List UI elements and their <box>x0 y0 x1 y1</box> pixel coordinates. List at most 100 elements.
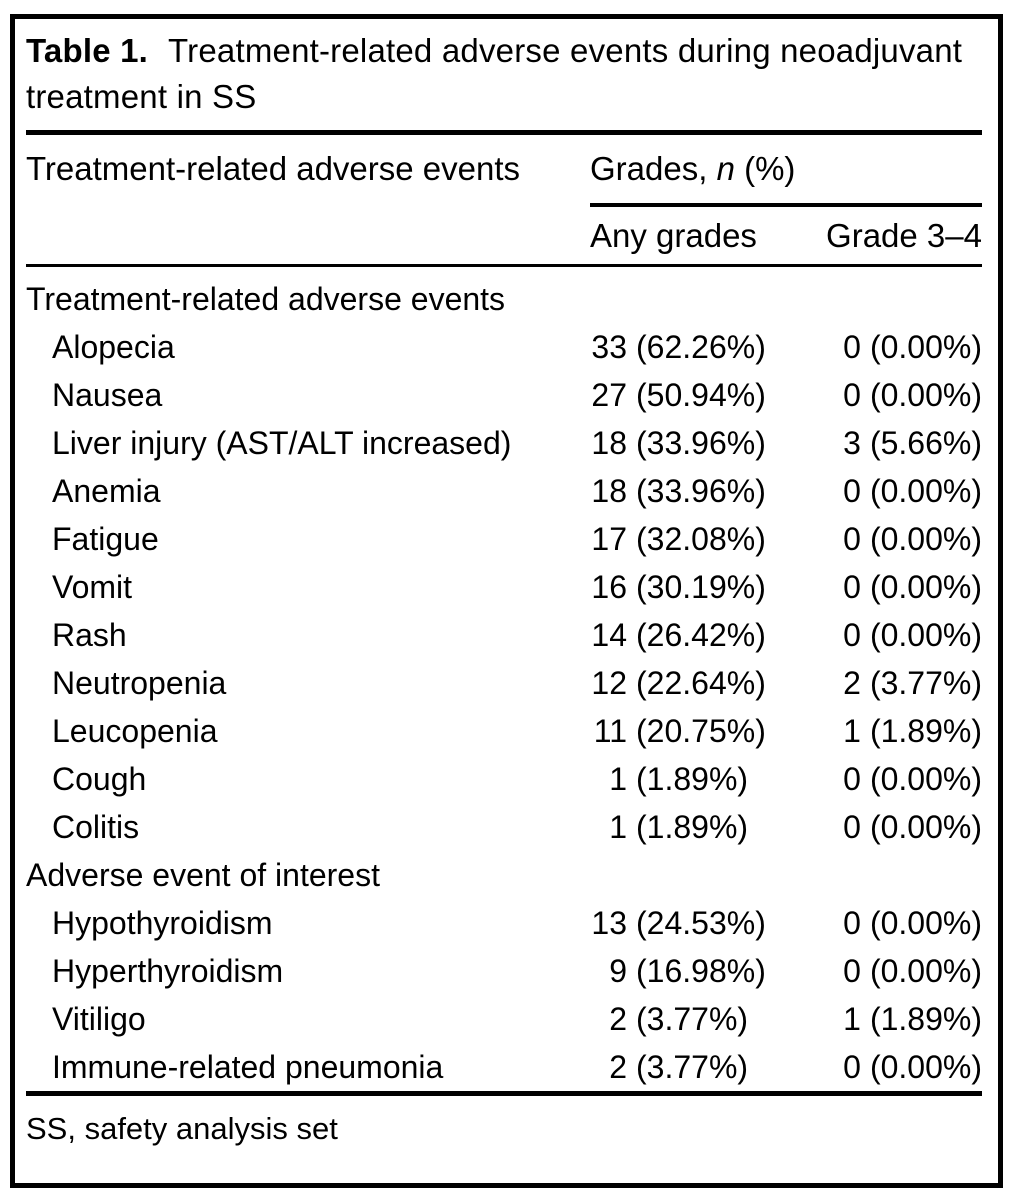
any-grades-n: 33 <box>591 328 627 365</box>
adverse-event-row: Immune-related pneumonia 2 (3.77%) 0 (0.00… <box>26 1043 982 1091</box>
adverse-event-row: Anemia 18 (33.96%) 0 (0.00%) <box>26 467 982 515</box>
any-grades-value: 11 (20.75%) <box>590 713 802 750</box>
any-grades-n: 11 <box>593 712 627 749</box>
grade34-value: 0 (0.00%) <box>802 521 982 558</box>
adverse-event-name: Rash <box>52 616 127 653</box>
grade34-pct: (5.66%) <box>869 424 982 461</box>
grade34-n: 0 <box>843 328 861 365</box>
header-row-1: Treatment-related adverse events Grades,… <box>26 135 982 203</box>
adverse-event-name: Vomit <box>52 568 133 605</box>
any-grades-value: 14 (26.42%) <box>590 617 802 654</box>
any-grades-n: 14 <box>591 616 627 653</box>
grade34-value: 0 (0.00%) <box>802 761 982 798</box>
grade34-n: 0 <box>843 616 861 653</box>
adverse-event-name: Hyperthyroidism <box>52 952 284 989</box>
any-grades-n: 1 <box>609 760 627 797</box>
grade34-n: 2 <box>843 664 861 701</box>
any-grades-value: 16 (30.19%) <box>590 569 802 606</box>
any-grades-n: 13 <box>591 904 627 941</box>
table-caption: Table 1. Treatment-related adverse events… <box>26 19 982 130</box>
adverse-event-row: Neutropenia 12 (22.64%) 2 (3.77%) <box>26 659 982 707</box>
table-frame: Table 1. Treatment-related adverse events… <box>10 14 1003 1188</box>
adverse-event-name: Nausea <box>52 376 163 413</box>
any-grades-n: 12 <box>591 664 627 701</box>
grade34-n: 0 <box>843 520 861 557</box>
column-group-header-grades: Grades, n (%) <box>590 150 795 188</box>
grade34-pct: (1.89%) <box>869 712 982 749</box>
adverse-event-name: Anemia <box>52 472 161 509</box>
grade34-value: 1 (1.89%) <box>802 713 982 750</box>
any-grades-n: 2 <box>609 1048 627 1085</box>
any-grades-n: 17 <box>591 520 627 557</box>
rule-below-header <box>26 264 982 267</box>
adverse-event-row: Alopecia 33 (62.26%) 0 (0.00%) <box>26 323 982 371</box>
grade34-n: 1 <box>843 1000 861 1037</box>
any-grades-pct: (24.53%) <box>636 904 766 941</box>
grade34-value: 0 (0.00%) <box>802 1049 982 1086</box>
any-grades-pct: (33.96%) <box>636 424 766 461</box>
grade34-n: 0 <box>843 472 861 509</box>
any-grades-pct: (30.19%) <box>636 568 766 605</box>
grade34-value: 2 (3.77%) <box>802 665 982 702</box>
table-caption-line2: treatment in SS <box>26 78 257 115</box>
section-label: Adverse event of interest <box>26 856 380 893</box>
grade34-value: 0 (0.00%) <box>802 617 982 654</box>
grades-suffix: (%) <box>744 150 796 187</box>
grade34-pct: (3.77%) <box>869 664 982 701</box>
grade34-value: 0 (0.00%) <box>802 953 982 990</box>
any-grades-pct: (20.75%) <box>636 712 766 749</box>
any-grades-pct: (26.42%) <box>636 616 766 653</box>
adverse-event-row: Hypothyroidism 13 (24.53%) 0 (0.00%) <box>26 899 982 947</box>
any-grades-pct: (3.77%) <box>636 1000 749 1037</box>
column-header-grade-3-4: Grade 3–4 <box>826 216 982 254</box>
table-caption-label: Table 1. <box>26 32 149 69</box>
any-grades-value: 1 (1.89%) <box>590 761 802 798</box>
grade34-value: 0 (0.00%) <box>802 905 982 942</box>
any-grades-value: 2 (3.77%) <box>590 1001 802 1038</box>
any-grades-n: 18 <box>591 424 627 461</box>
adverse-event-row: Nausea 27 (50.94%) 0 (0.00%) <box>26 371 982 419</box>
any-grades-value: 1 (1.89%) <box>590 809 802 846</box>
grade34-pct: (0.00%) <box>869 808 982 845</box>
adverse-event-name: Fatigue <box>52 520 159 557</box>
adverse-event-name: Neutropenia <box>52 664 227 701</box>
grades-prefix: Grades, <box>590 150 708 187</box>
adverse-event-row: Vomit 16 (30.19%) 0 (0.00%) <box>26 563 982 611</box>
grades-n-italic: n <box>716 150 735 187</box>
adverse-event-row: Leucopenia 11 (20.75%) 1 (1.89%) <box>26 707 982 755</box>
any-grades-value: 18 (33.96%) <box>590 425 802 462</box>
column-header-any-grades: Any grades <box>590 216 757 254</box>
table-body: Treatment-related adverse events Alopeci… <box>26 267 982 1091</box>
any-grades-pct: (16.98%) <box>636 952 766 989</box>
grade34-value: 3 (5.66%) <box>802 425 982 462</box>
table-footnote: SS, safety analysis set <box>26 1111 338 1146</box>
adverse-event-name: Hypothyroidism <box>52 904 273 941</box>
section-header-row: Adverse event of interest <box>26 851 982 899</box>
grade34-pct: (0.00%) <box>869 616 982 653</box>
grade34-n: 3 <box>843 424 861 461</box>
section-header-row: Treatment-related adverse events <box>26 275 982 323</box>
grade34-pct: (0.00%) <box>869 328 982 365</box>
grade34-pct: (0.00%) <box>869 376 982 413</box>
any-grades-n: 18 <box>591 472 627 509</box>
grade34-pct: (0.00%) <box>869 952 982 989</box>
rule-below-grades-group-row <box>26 203 982 207</box>
grade34-pct: (0.00%) <box>869 520 982 557</box>
grade34-value: 0 (0.00%) <box>802 377 982 414</box>
any-grades-pct: (62.26%) <box>636 328 766 365</box>
any-grades-pct: (3.77%) <box>636 1048 749 1085</box>
section-label: Treatment-related adverse events <box>26 280 506 317</box>
rule-spacer <box>26 203 590 207</box>
any-grades-pct: (32.08%) <box>636 520 766 557</box>
any-grades-value: 17 (32.08%) <box>590 521 802 558</box>
any-grades-value: 2 (3.77%) <box>590 1049 802 1086</box>
any-grades-n: 27 <box>591 376 627 413</box>
any-grades-n: 16 <box>591 568 627 605</box>
any-grades-n: 1 <box>609 808 627 845</box>
any-grades-n: 2 <box>609 1000 627 1037</box>
grade34-pct: (0.00%) <box>869 1048 982 1085</box>
any-grades-value: 12 (22.64%) <box>590 665 802 702</box>
grade34-n: 1 <box>843 712 861 749</box>
any-grades-n: 9 <box>609 952 627 989</box>
